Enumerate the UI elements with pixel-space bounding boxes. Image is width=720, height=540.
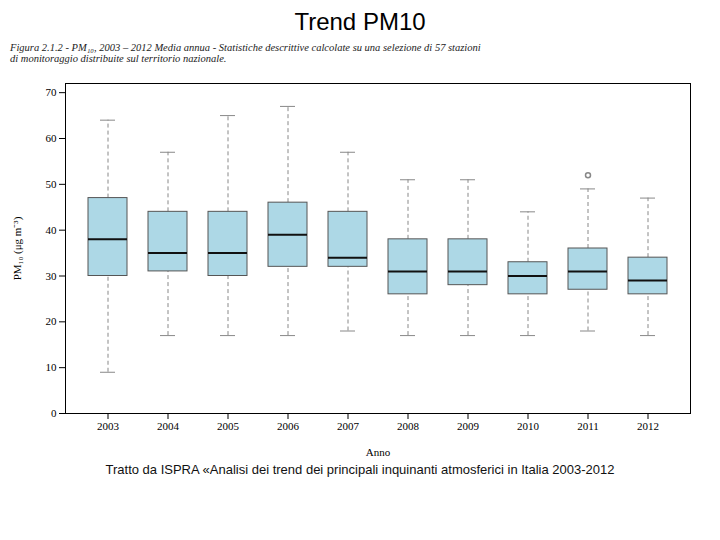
svg-text:70: 70	[46, 86, 58, 98]
svg-text:PM₁₀ (μg m⁻³): PM₁₀ (μg m⁻³)	[11, 216, 24, 280]
svg-text:30: 30	[46, 270, 58, 282]
svg-text:2007: 2007	[337, 420, 360, 432]
svg-text:Anno: Anno	[366, 446, 391, 458]
svg-text:60: 60	[46, 132, 58, 144]
svg-text:2011: 2011	[577, 420, 599, 432]
svg-text:0: 0	[51, 407, 57, 419]
svg-text:2003: 2003	[97, 420, 120, 432]
svg-text:20: 20	[46, 315, 58, 327]
svg-text:2008: 2008	[397, 420, 420, 432]
svg-text:2006: 2006	[277, 420, 300, 432]
html-text:Figura 2.1.2 - PM₁₀, 2003 – 20: Figura 2.1.2 - PM₁₀, 2003 – 2012 Media a…	[10, 42, 481, 64]
svg-text:40: 40	[46, 224, 58, 236]
svg-text:50: 50	[46, 178, 58, 190]
svg-text:2012: 2012	[637, 420, 659, 432]
svg-text:2004: 2004	[157, 420, 180, 432]
svg-text:2005: 2005	[217, 420, 240, 432]
svg-text:2009: 2009	[457, 420, 480, 432]
html-text:Tratto da ISPRA «Analisi dei t: Tratto da ISPRA «Analisi dei trend dei p…	[105, 462, 615, 477]
svg-text:2010: 2010	[517, 420, 540, 432]
svg-text:10: 10	[46, 361, 58, 373]
html-text:Trend PM10: Trend PM10	[294, 8, 426, 35]
